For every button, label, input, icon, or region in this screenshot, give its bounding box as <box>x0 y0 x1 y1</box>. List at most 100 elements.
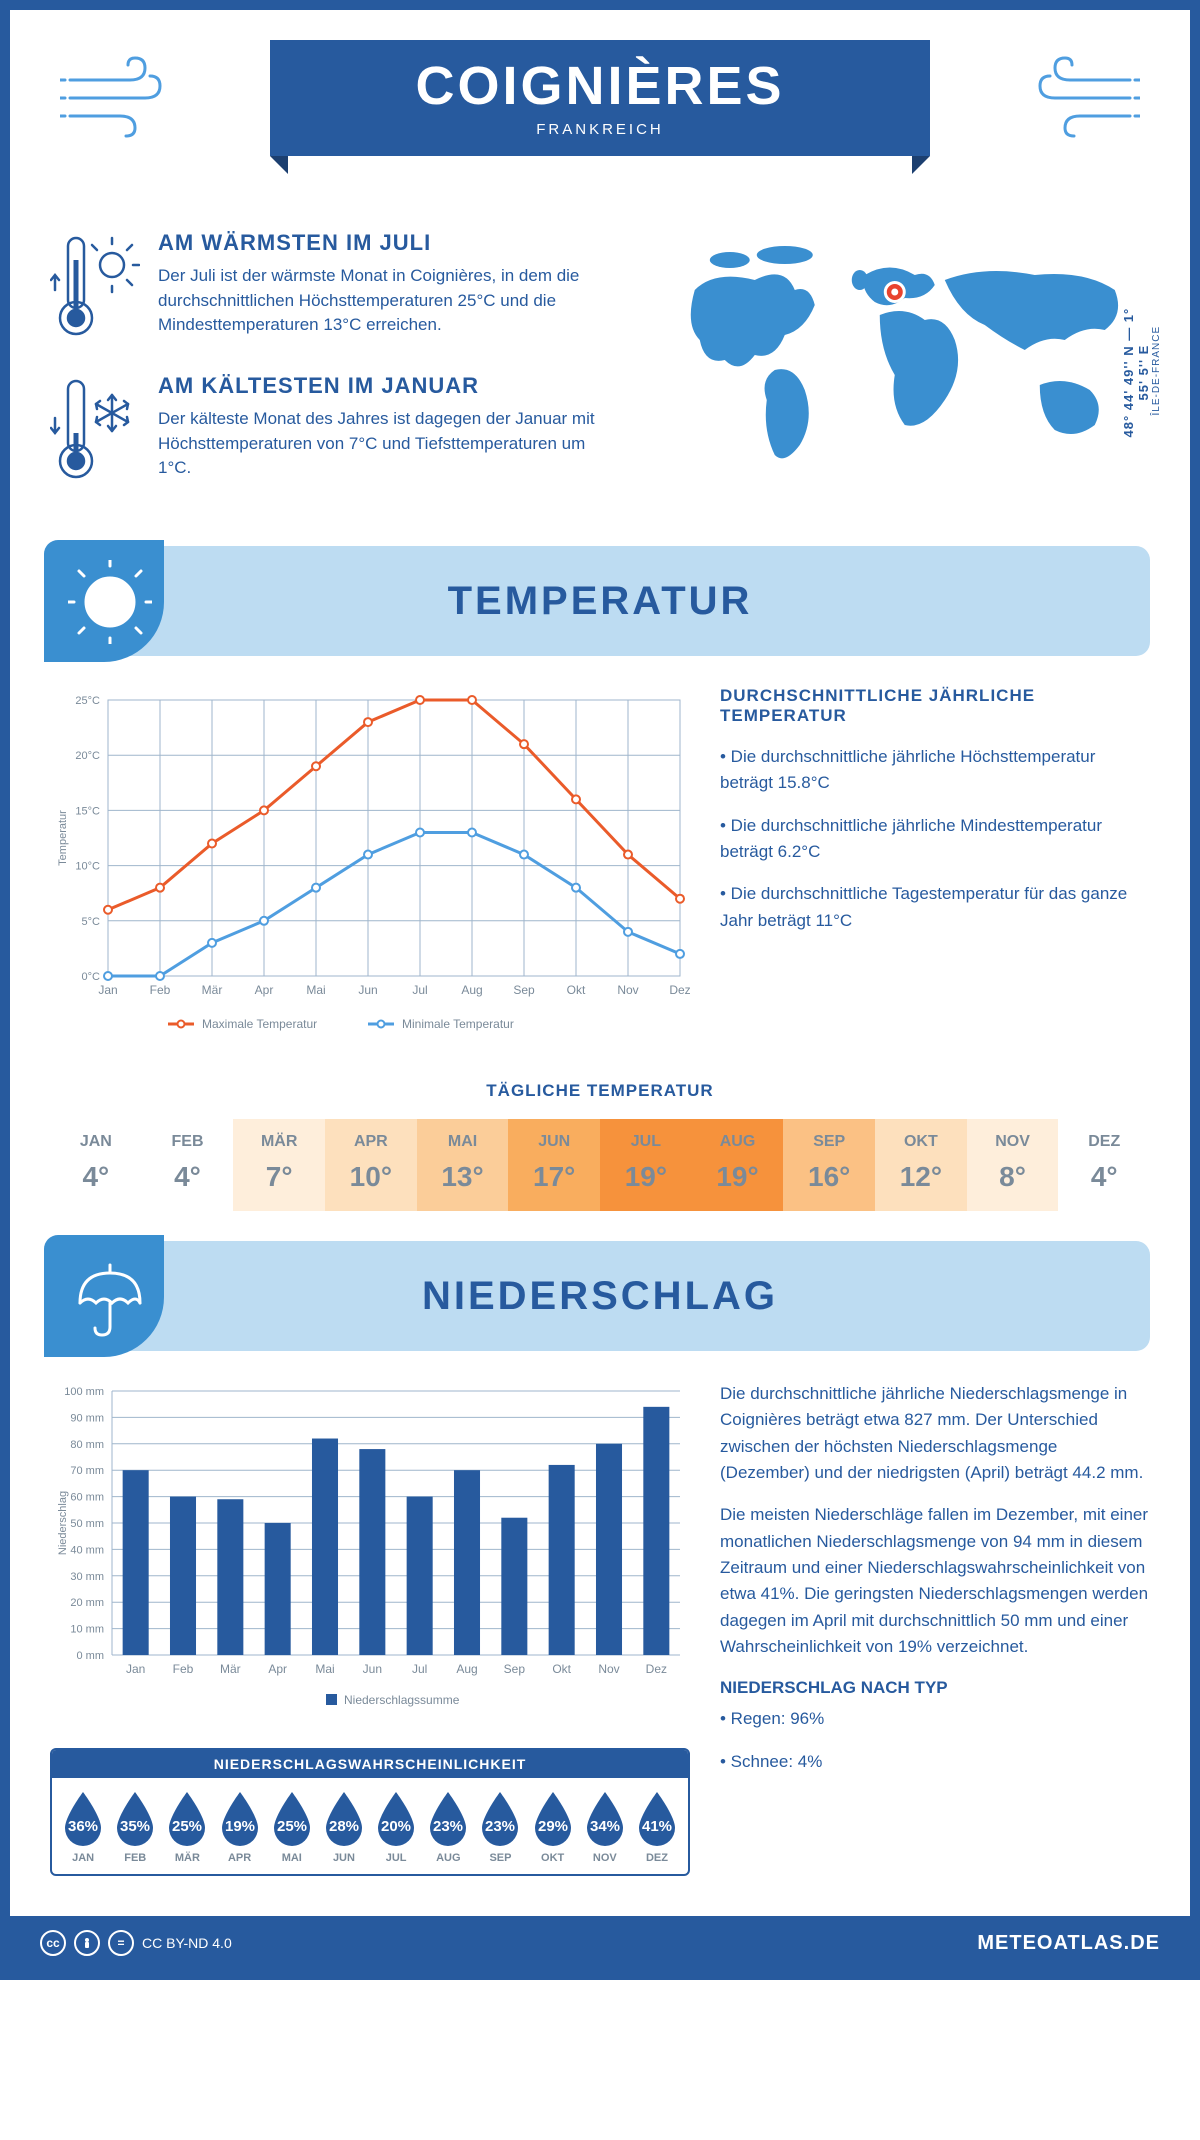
svg-text:Okt: Okt <box>567 983 586 997</box>
daily-temp-cell: AUG19° <box>692 1119 784 1211</box>
svg-text:10 mm: 10 mm <box>70 1624 104 1636</box>
daily-temp-cell: NOV8° <box>967 1119 1059 1211</box>
precip-prob-drop: 36%JAN <box>58 1790 108 1864</box>
header: COIGNIÈRES FRANKREICH <box>50 40 1150 210</box>
svg-text:Jul: Jul <box>412 1662 427 1676</box>
svg-text:Dez: Dez <box>646 1662 667 1676</box>
license-text: CC BY-ND 4.0 <box>142 1935 232 1951</box>
world-map <box>640 230 1150 490</box>
svg-text:Mai: Mai <box>306 983 325 997</box>
temp-bullet: • Die durchschnittliche jährliche Höchst… <box>720 744 1150 797</box>
wind-icon <box>60 50 180 154</box>
svg-text:23%: 23% <box>485 1818 515 1835</box>
coldest-title: AM KÄLTESTEN IM JANUAR <box>158 373 610 399</box>
coldest-fact: AM KÄLTESTEN IM JANUAR Der kälteste Mona… <box>50 373 610 488</box>
temperature-heading: TEMPERATUR <box>448 579 753 624</box>
svg-text:Jan: Jan <box>98 983 117 997</box>
footer: cc = CC BY-ND 4.0 METEOATLAS.DE <box>10 1916 1190 1970</box>
page-title: COIGNIÈRES <box>280 55 920 117</box>
svg-text:Apr: Apr <box>255 983 274 997</box>
precip-prob-drop: 34%NOV <box>580 1790 630 1864</box>
svg-text:100 mm: 100 mm <box>64 1386 104 1398</box>
warmest-title: AM WÄRMSTEN IM JULI <box>158 230 610 256</box>
brand: METEOATLAS.DE <box>977 1932 1160 1955</box>
temp-bullet: • Die durchschnittliche jährliche Mindes… <box>720 813 1150 866</box>
precip-prob-drop: 23%AUG <box>423 1790 473 1864</box>
temp-bullet: • Die durchschnittliche Tagestemperatur … <box>720 881 1150 934</box>
svg-text:Mär: Mär <box>202 983 223 997</box>
precip-type: • Regen: 96% <box>720 1706 1150 1732</box>
warmest-text: Der Juli ist der wärmste Monat in Coigni… <box>158 264 610 338</box>
precip-prob-drop: 29%OKT <box>528 1790 578 1864</box>
daily-temp-cell: MÄR7° <box>233 1119 325 1211</box>
svg-text:Jun: Jun <box>358 983 377 997</box>
daily-temp-title: TÄGLICHE TEMPERATUR <box>50 1081 1150 1101</box>
temperature-summary: DURCHSCHNITTLICHE JÄHRLICHE TEMPERATUR •… <box>720 686 1150 1051</box>
coldest-text: Der kälteste Monat des Jahres ist dagege… <box>158 407 610 481</box>
daily-temp-cell: JUN17° <box>508 1119 600 1211</box>
temp-summary-title: DURCHSCHNITTLICHE JÄHRLICHE TEMPERATUR <box>720 686 1150 726</box>
svg-text:36%: 36% <box>68 1818 98 1835</box>
svg-text:25%: 25% <box>277 1818 307 1835</box>
temperature-banner: TEMPERATUR <box>50 546 1150 656</box>
page-subtitle: FRANKREICH <box>280 121 920 138</box>
svg-text:35%: 35% <box>120 1818 150 1835</box>
precip-prob-drop: 20%JUL <box>371 1790 421 1864</box>
precip-probability-box: NIEDERSCHLAGSWAHRSCHEINLICHKEIT 36%JAN35… <box>50 1748 690 1876</box>
precipitation-summary: Die durchschnittliche jährliche Niedersc… <box>720 1381 1150 1876</box>
svg-text:0°C: 0°C <box>82 971 101 983</box>
precip-prob-drop: 23%SEP <box>475 1790 525 1864</box>
svg-text:Feb: Feb <box>150 983 171 997</box>
daily-temp-cell: SEP16° <box>783 1119 875 1211</box>
svg-text:Feb: Feb <box>173 1662 194 1676</box>
svg-text:Niederschlag: Niederschlag <box>57 1491 69 1555</box>
daily-temp-cell: JUL19° <box>600 1119 692 1211</box>
svg-text:25°C: 25°C <box>75 695 100 707</box>
precip-p1: Die durchschnittliche jährliche Niedersc… <box>720 1381 1150 1486</box>
precipitation-bar-chart: 0 mm10 mm20 mm30 mm40 mm50 mm60 mm70 mm8… <box>50 1381 690 1721</box>
svg-text:Dez: Dez <box>669 983 690 997</box>
svg-text:20%: 20% <box>381 1818 411 1835</box>
svg-text:Niederschlagssumme: Niederschlagssumme <box>344 1693 460 1707</box>
precip-prob-drop: 19%APR <box>215 1790 265 1864</box>
svg-text:Nov: Nov <box>617 983 638 997</box>
svg-text:23%: 23% <box>433 1818 463 1835</box>
svg-text:20 mm: 20 mm <box>70 1597 104 1609</box>
umbrella-icon <box>68 1255 152 1344</box>
svg-text:Nov: Nov <box>598 1662 619 1676</box>
daily-temp-cell: FEB4° <box>142 1119 234 1211</box>
daily-temp-cell: APR10° <box>325 1119 417 1211</box>
svg-text:10°C: 10°C <box>75 861 100 873</box>
wind-icon <box>1020 50 1140 154</box>
license: cc = CC BY-ND 4.0 <box>40 1930 232 1956</box>
svg-text:34%: 34% <box>590 1818 620 1835</box>
daily-temp-cell: JAN4° <box>50 1119 142 1211</box>
cc-icon: cc <box>40 1930 66 1956</box>
precip-prob-drop: 35%FEB <box>110 1790 160 1864</box>
precipitation-heading: NIEDERSCHLAG <box>422 1274 778 1319</box>
svg-text:25%: 25% <box>172 1818 202 1835</box>
svg-text:40 mm: 40 mm <box>70 1544 104 1556</box>
svg-text:5°C: 5°C <box>82 916 101 928</box>
svg-text:60 mm: 60 mm <box>70 1492 104 1504</box>
precip-p2: Die meisten Niederschläge fallen im Deze… <box>720 1502 1150 1660</box>
precip-prob-drop: 41%DEZ <box>632 1790 682 1864</box>
precip-prob-drop: 25%MÄR <box>162 1790 212 1864</box>
precip-prob-drop: 28%JUN <box>319 1790 369 1864</box>
precip-prob-drop: 25%MAI <box>267 1790 317 1864</box>
title-banner: COIGNIÈRES FRANKREICH <box>270 40 930 156</box>
svg-text:20°C: 20°C <box>75 750 100 762</box>
precip-prob-title: NIEDERSCHLAGSWAHRSCHEINLICHKEIT <box>52 1750 688 1778</box>
intro-section: AM WÄRMSTEN IM JULI Der Juli ist der wär… <box>50 230 1150 516</box>
precip-type-title: NIEDERSCHLAG NACH TYP <box>720 1678 1150 1698</box>
svg-text:15°C: 15°C <box>75 805 100 817</box>
svg-text:Sep: Sep <box>504 1662 526 1676</box>
daily-temp-cell: OKT12° <box>875 1119 967 1211</box>
svg-text:Mär: Mär <box>220 1662 241 1676</box>
svg-text:Jan: Jan <box>126 1662 145 1676</box>
svg-text:Minimale Temperatur: Minimale Temperatur <box>402 1017 514 1031</box>
svg-text:80 mm: 80 mm <box>70 1439 104 1451</box>
svg-text:Sep: Sep <box>513 983 535 997</box>
svg-text:Jul: Jul <box>412 983 427 997</box>
daily-temp-cell: MAI13° <box>417 1119 509 1211</box>
